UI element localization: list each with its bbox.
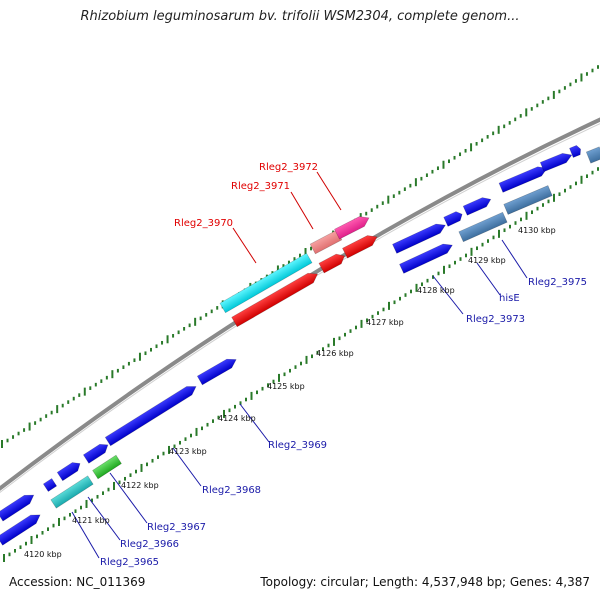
gene-arrow-shape — [104, 386, 197, 447]
gene-arrow-rleg2-3975-shape — [503, 185, 553, 215]
kbp-label: 4122 kbp — [121, 481, 159, 490]
kbp-label: 4124 kbp — [218, 414, 256, 423]
gene-arrow — [0, 494, 35, 522]
gene-arrow-rleg2-3973 — [399, 243, 453, 274]
gene-arrow — [196, 358, 237, 386]
gene-arrow-rleg2-3967 — [92, 454, 122, 480]
kbp-label: 4129 kbp — [468, 256, 506, 265]
gene-arrow — [0, 514, 41, 546]
inner-tick-marks — [3, 167, 599, 562]
kbp-label: 4120 kbp — [24, 550, 62, 559]
gene-labels-top: Rleg2_3972 Rleg2_3971 Rleg2_3970 — [174, 162, 318, 229]
gene-arrow — [498, 166, 548, 193]
gene-arrow-rleg2-3970-lower-shape — [231, 272, 319, 328]
gene-arrow-rleg2-3970-lower — [231, 272, 319, 328]
gene-arrow-shape — [0, 494, 35, 522]
gene-arrow — [569, 145, 581, 158]
gene-arrow-shape — [342, 235, 378, 259]
gene-arrow-shape — [443, 211, 463, 227]
gene-label-rleg2-3972[interactable]: Rleg2_3972 — [259, 162, 318, 173]
gene-arrow — [104, 386, 197, 447]
kbp-label: 4130 kbp — [518, 226, 556, 235]
gene-arrow — [585, 146, 600, 164]
gene-arrow-rleg2-3973-shape — [399, 243, 453, 274]
gene-arrow-rleg2-3966 — [50, 475, 94, 509]
gene-arrow-shape — [82, 443, 109, 464]
gene-label-rleg2-3965[interactable]: Rleg2_3965 — [100, 557, 159, 568]
kbp-scale-labels: 4120 kbp 4121 kbp 4122 kbp 4123 kbp 4124… — [24, 226, 556, 559]
gene-arrow-rleg2-3966-shape — [50, 475, 94, 509]
gene-arrow — [539, 153, 573, 173]
gene-labels-bottom: Rleg2_3975 hisE Rleg2_3973 Rleg2_3969 Rl… — [100, 277, 587, 568]
kbp-label: 4121 kbp — [72, 516, 110, 525]
accession-text: Accession: NC_011369 — [9, 575, 146, 589]
gene-label-rleg2-3971[interactable]: Rleg2_3971 — [231, 181, 290, 192]
gene-arrow-rleg2-3971 — [309, 229, 343, 255]
gene-label-rleg2-3975[interactable]: Rleg2_3975 — [528, 277, 587, 288]
gene-arrow-rleg2-3972 — [334, 216, 370, 240]
gene-arrow — [462, 197, 492, 216]
gene-arrow-shape — [42, 478, 58, 492]
kbp-label: 4128 kbp — [417, 286, 455, 295]
gene-track — [0, 145, 600, 546]
leader-lines — [232, 171, 342, 264]
kbp-label: 4126 kbp — [316, 349, 354, 358]
gene-arrow-rleg2-3971-shape — [309, 229, 343, 255]
gene-arrow-shape — [318, 253, 345, 274]
gene-arrow-rleg2-3975 — [503, 185, 553, 215]
gene-label-rleg2-3968[interactable]: Rleg2_3968 — [202, 485, 261, 496]
gene-arrow-shape — [498, 166, 548, 193]
gene-label-rleg2-3967[interactable]: Rleg2_3967 — [147, 522, 206, 533]
gene-label-rleg2-3970[interactable]: Rleg2_3970 — [174, 218, 233, 229]
gene-arrow — [342, 235, 378, 259]
kbp-label: 4125 kbp — [267, 382, 305, 391]
gene-arrow-shape — [569, 145, 581, 158]
gene-label-rleg2-3966[interactable]: Rleg2_3966 — [120, 539, 179, 550]
kbp-label: 4123 kbp — [169, 447, 207, 456]
genome-stats-text: Topology: circular; Length: 4,537,948 bp… — [260, 575, 590, 589]
gene-arrow — [443, 211, 463, 227]
gene-arrow-shape — [539, 153, 573, 173]
gene-label-hise[interactable]: hisE — [499, 293, 520, 304]
gene-arrow — [82, 443, 109, 464]
gene-arrow-rleg2-3970-shape — [219, 252, 313, 314]
gene-arrow — [392, 223, 446, 254]
gene-arrow-rleg2-3972-shape — [334, 216, 370, 240]
page-title: Rhizobium leguminosarum bv. trifolii WSM… — [80, 9, 520, 24]
kbp-label: 4127 kbp — [366, 318, 404, 327]
gene-arrow-hise — [458, 211, 508, 243]
gene-label-rleg2-3969[interactable]: Rleg2_3969 — [268, 440, 327, 451]
gene-arrow — [318, 253, 345, 274]
gene-arrow-shape — [462, 197, 492, 216]
gene-arrow-rleg2-3970 — [219, 252, 313, 314]
gene-arrow-shape — [585, 146, 600, 164]
gene-arrow — [56, 462, 81, 482]
gene-arrow-shape — [56, 462, 81, 482]
gene-arrow-hise-shape — [458, 211, 508, 243]
gene-arrow-shape — [0, 514, 41, 546]
gene-arrow-rleg2-3967-shape — [92, 454, 122, 480]
gene-arrow — [42, 478, 58, 492]
gene-label-rleg2-3973[interactable]: Rleg2_3973 — [466, 314, 525, 325]
leader-lines-bottom — [71, 239, 528, 559]
gene-arrow-shape — [196, 358, 237, 386]
gene-arrow-shape — [392, 223, 446, 254]
